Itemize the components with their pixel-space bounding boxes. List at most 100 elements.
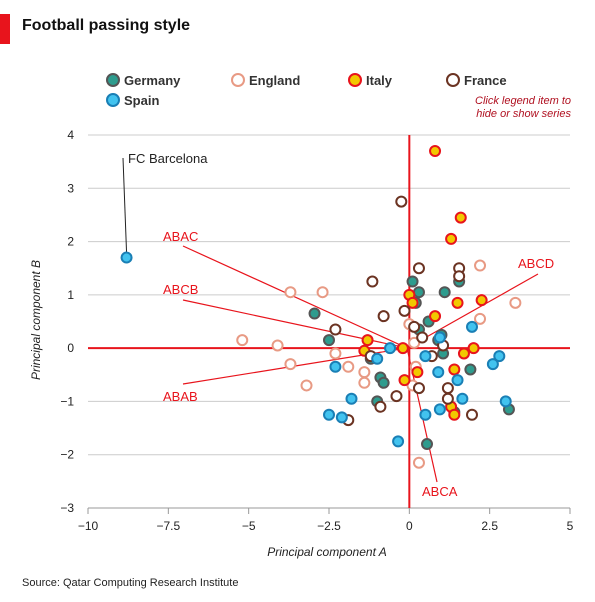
data-point[interactable] (416, 331, 429, 344)
data-point[interactable] (451, 374, 464, 387)
data-point[interactable] (454, 211, 467, 224)
data-point[interactable] (345, 392, 358, 405)
data-point[interactable] (474, 259, 487, 272)
data-point[interactable] (406, 275, 419, 288)
data-point[interactable] (377, 376, 390, 389)
data-point[interactable] (408, 320, 421, 333)
data-point[interactable] (120, 251, 133, 264)
legend-england-marker-icon (231, 73, 245, 87)
data-point[interactable] (486, 358, 499, 371)
data-point[interactable] (421, 438, 434, 451)
data-point[interactable] (361, 334, 374, 347)
data-point[interactable] (456, 392, 469, 405)
data-point[interactable] (419, 408, 432, 421)
data-point[interactable] (419, 350, 432, 363)
y-tick-label: 3 (67, 181, 74, 195)
data-point[interactable] (408, 336, 421, 349)
data-point[interactable] (493, 350, 506, 363)
data-point[interactable] (412, 286, 425, 299)
y-tick-label: 0 (67, 341, 74, 355)
data-point[interactable] (429, 310, 442, 323)
legend-spain-label: Spain (124, 93, 160, 108)
data-point[interactable] (366, 275, 379, 288)
data-point[interactable] (395, 195, 408, 208)
legend-item-england[interactable]: England (231, 73, 300, 88)
data-point[interactable] (371, 352, 384, 365)
y-tick-label: 4 (67, 128, 74, 142)
data-point[interactable] (329, 360, 342, 373)
data-point[interactable] (390, 390, 403, 403)
data-point[interactable] (411, 366, 424, 379)
data-point[interactable] (453, 270, 466, 283)
data-point[interactable] (335, 411, 348, 424)
data-point[interactable] (398, 374, 411, 387)
data-point[interactable] (433, 331, 446, 344)
data-point[interactable] (465, 408, 478, 421)
data-point[interactable] (465, 320, 478, 333)
data-point[interactable] (499, 395, 512, 408)
x-tick-label: 2.5 (481, 519, 498, 533)
data-point[interactable] (329, 347, 342, 360)
legend-item-spain[interactable]: Spain (106, 93, 159, 108)
legend-item-italy[interactable]: Italy (348, 73, 392, 88)
data-point[interactable] (398, 304, 411, 317)
data-point[interactable] (438, 286, 451, 299)
legend-spain-marker-icon (106, 93, 120, 107)
annotation-label: ABCD (518, 256, 554, 271)
x-tick-label: 0 (406, 519, 413, 533)
legend-hint-line1: Click legend item to (475, 95, 571, 107)
x-tick-label: −5 (242, 519, 256, 533)
data-point[interactable] (433, 403, 446, 416)
data-point[interactable] (448, 408, 461, 421)
data-point[interactable] (509, 296, 522, 309)
legend-item-germany[interactable]: Germany (106, 73, 180, 88)
data-point[interactable] (284, 286, 297, 299)
data-point[interactable] (396, 342, 409, 355)
source-note: Source: Qatar Computing Research Institu… (22, 577, 239, 589)
y-axis-label: Principal component B (29, 260, 43, 380)
data-point[interactable] (271, 339, 284, 352)
data-point[interactable] (412, 456, 425, 469)
legend-germany-label: Germany (124, 73, 181, 88)
data-point[interactable] (432, 366, 445, 379)
data-point[interactable] (342, 360, 355, 373)
data-point[interactable] (392, 435, 405, 448)
data-point[interactable] (464, 363, 477, 376)
data-point[interactable] (308, 307, 321, 320)
data-point[interactable] (457, 347, 470, 360)
data-point[interactable] (300, 379, 313, 392)
data-point[interactable] (406, 296, 419, 309)
data-point[interactable] (429, 144, 442, 157)
data-point[interactable] (441, 382, 454, 395)
x-tick-label: 5 (567, 519, 574, 533)
data-point[interactable] (377, 310, 390, 323)
data-point[interactable] (467, 342, 480, 355)
data-point[interactable] (358, 366, 371, 379)
data-point[interactable] (474, 312, 487, 325)
y-tick-label: 2 (67, 235, 74, 249)
data-point[interactable] (374, 400, 387, 413)
data-point[interactable] (323, 334, 335, 347)
data-point[interactable] (445, 232, 458, 245)
data-point[interactable] (358, 376, 371, 389)
data-point[interactable] (451, 296, 464, 309)
data-point[interactable] (412, 262, 425, 275)
chart-title: Football passing style (22, 17, 191, 34)
data-point[interactable] (329, 323, 342, 336)
callout-leader-line (122, 157, 128, 253)
data-point[interactable] (441, 392, 454, 405)
callout-fc-barcelona: FC Barcelona (128, 151, 208, 166)
data-point[interactable] (236, 334, 249, 347)
data-point[interactable] (412, 382, 425, 395)
series-france (329, 195, 478, 427)
series-italy (358, 144, 488, 421)
data-point[interactable] (384, 342, 397, 355)
data-point[interactable] (284, 358, 297, 371)
legend-england-label: England (249, 73, 301, 88)
data-point[interactable] (475, 294, 488, 307)
data-point[interactable] (448, 363, 461, 376)
legend-germany-marker-icon (106, 73, 120, 87)
data-point[interactable] (316, 286, 329, 299)
data-point[interactable] (323, 408, 335, 421)
legend-item-france[interactable]: France (446, 73, 507, 88)
